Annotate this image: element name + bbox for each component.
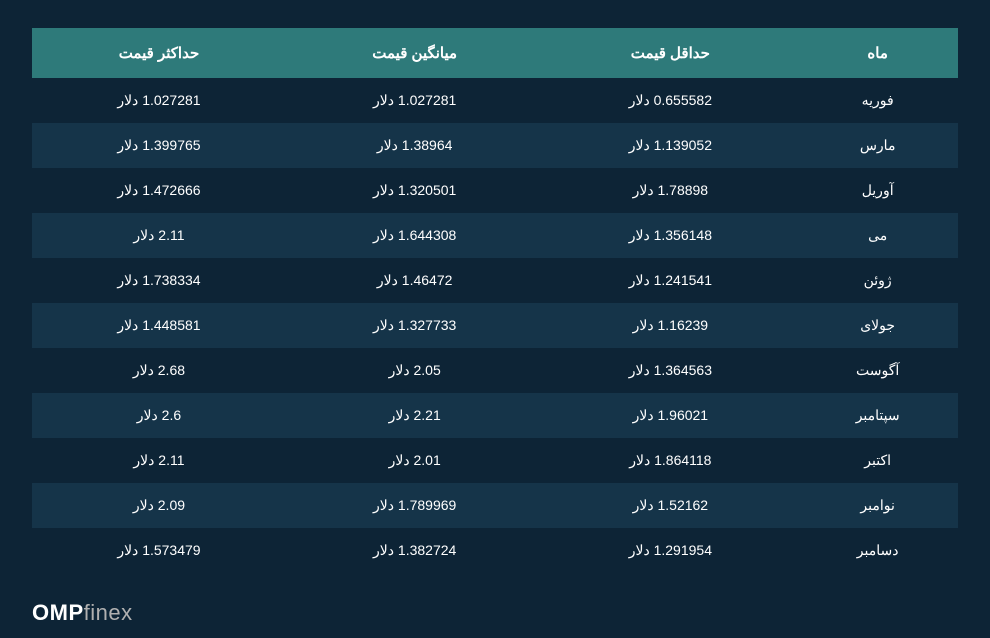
cell-month: می <box>797 213 958 258</box>
cell-avg: 1.38964 دلار <box>286 123 544 168</box>
cell-min: 1.16239 دلار <box>543 303 797 348</box>
table-row: نوامبر1.52162 دلار1.789969 دلار2.09 دلار <box>32 483 958 528</box>
table-row: سپتامبر1.96021 دلار2.21 دلار2.6 دلار <box>32 393 958 438</box>
col-avg: میانگین قیمت <box>286 28 544 78</box>
brand-logo: OMPfinex <box>32 600 133 626</box>
brand-part2: finex <box>84 600 133 625</box>
cell-min: 1.241541 دلار <box>543 258 797 303</box>
cell-max: 1.448581 دلار <box>32 303 286 348</box>
cell-max: 1.472666 دلار <box>32 168 286 213</box>
cell-month: ژوئن <box>797 258 958 303</box>
cell-month: فوریه <box>797 78 958 123</box>
cell-max: 1.399765 دلار <box>32 123 286 168</box>
cell-max: 1.027281 دلار <box>32 78 286 123</box>
col-max: حداکثر قیمت <box>32 28 286 78</box>
cell-min: 1.96021 دلار <box>543 393 797 438</box>
cell-min: 1.78898 دلار <box>543 168 797 213</box>
table-header: ماه حداقل قیمت میانگین قیمت حداکثر قیمت <box>32 28 958 78</box>
cell-max: 2.68 دلار <box>32 348 286 393</box>
cell-avg: 2.01 دلار <box>286 438 544 483</box>
table-row: آوریل1.78898 دلار1.320501 دلار1.472666 د… <box>32 168 958 213</box>
cell-min: 1.864118 دلار <box>543 438 797 483</box>
table-row: فوریه0.655582 دلار1.027281 دلار1.027281 … <box>32 78 958 123</box>
cell-avg: 1.644308 دلار <box>286 213 544 258</box>
cell-min: 0.655582 دلار <box>543 78 797 123</box>
table-row: مارس1.139052 دلار1.38964 دلار1.399765 دل… <box>32 123 958 168</box>
cell-month: نوامبر <box>797 483 958 528</box>
cell-month: آگوست <box>797 348 958 393</box>
cell-avg: 1.382724 دلار <box>286 528 544 573</box>
cell-month: سپتامبر <box>797 393 958 438</box>
col-min: حداقل قیمت <box>543 28 797 78</box>
cell-min: 1.139052 دلار <box>543 123 797 168</box>
cell-avg: 2.05 دلار <box>286 348 544 393</box>
table-row: دسامبر1.291954 دلار1.382724 دلار1.573479… <box>32 528 958 573</box>
cell-avg: 1.789969 دلار <box>286 483 544 528</box>
price-table: ماه حداقل قیمت میانگین قیمت حداکثر قیمت … <box>32 28 958 573</box>
cell-month: جولای <box>797 303 958 348</box>
cell-month: اکتبر <box>797 438 958 483</box>
table-body: فوریه0.655582 دلار1.027281 دلار1.027281 … <box>32 78 958 573</box>
brand-part1: OMP <box>32 600 84 625</box>
table-row: می1.356148 دلار1.644308 دلار2.11 دلار <box>32 213 958 258</box>
table-row: اکتبر1.864118 دلار2.01 دلار2.11 دلار <box>32 438 958 483</box>
cell-avg: 1.327733 دلار <box>286 303 544 348</box>
cell-min: 1.356148 دلار <box>543 213 797 258</box>
table-row: آگوست1.364563 دلار2.05 دلار2.68 دلار <box>32 348 958 393</box>
cell-month: مارس <box>797 123 958 168</box>
cell-max: 1.738334 دلار <box>32 258 286 303</box>
col-month: ماه <box>797 28 958 78</box>
cell-max: 2.11 دلار <box>32 438 286 483</box>
cell-avg: 1.320501 دلار <box>286 168 544 213</box>
cell-max: 1.573479 دلار <box>32 528 286 573</box>
cell-min: 1.52162 دلار <box>543 483 797 528</box>
cell-max: 2.09 دلار <box>32 483 286 528</box>
table-row: ژوئن1.241541 دلار1.46472 دلار1.738334 دل… <box>32 258 958 303</box>
cell-min: 1.364563 دلار <box>543 348 797 393</box>
cell-avg: 2.21 دلار <box>286 393 544 438</box>
cell-month: آوریل <box>797 168 958 213</box>
cell-avg: 1.027281 دلار <box>286 78 544 123</box>
table-row: جولای1.16239 دلار1.327733 دلار1.448581 د… <box>32 303 958 348</box>
cell-month: دسامبر <box>797 528 958 573</box>
cell-avg: 1.46472 دلار <box>286 258 544 303</box>
cell-max: 2.11 دلار <box>32 213 286 258</box>
cell-min: 1.291954 دلار <box>543 528 797 573</box>
cell-max: 2.6 دلار <box>32 393 286 438</box>
